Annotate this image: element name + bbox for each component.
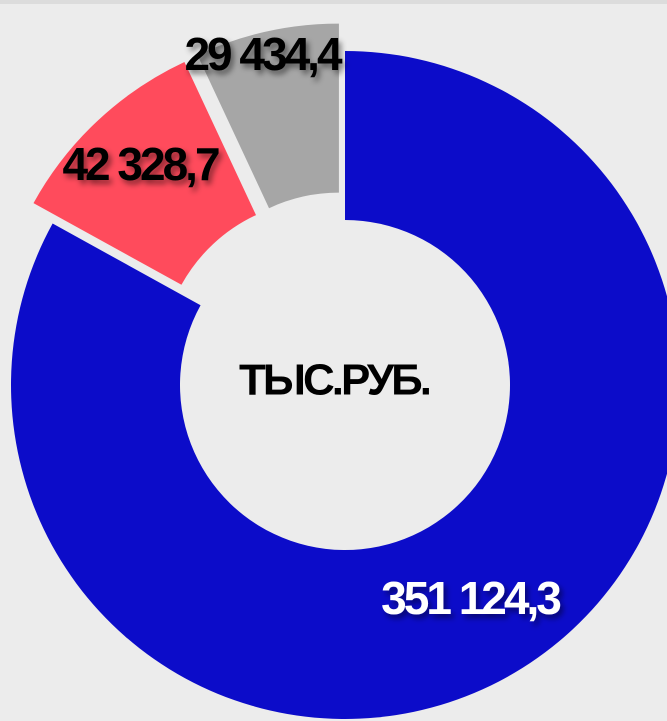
value-label: 351 124,3 xyxy=(381,572,560,624)
slices xyxy=(11,23,667,719)
top-strip xyxy=(0,0,667,4)
donut-slice xyxy=(197,23,339,209)
donut-slice xyxy=(33,61,256,285)
center-label: ТЫС.РУБ. xyxy=(239,356,430,405)
value-label: 42 328,7 xyxy=(62,138,218,190)
donut-slice xyxy=(11,51,667,719)
value-label: 29 434,4 xyxy=(184,28,342,80)
labels: 351 124,3 42 328,7 29 434,4 xyxy=(62,28,563,624)
